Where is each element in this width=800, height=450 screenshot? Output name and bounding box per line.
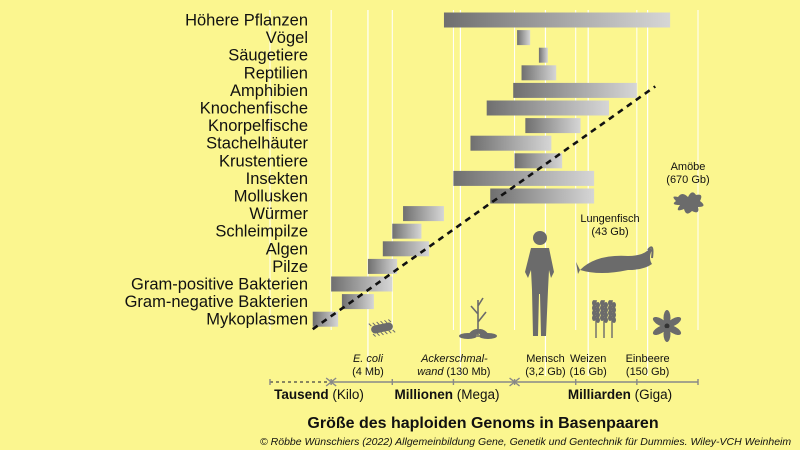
x-axis-title: Größe des haploiden Genoms in Basenpaare… (307, 415, 658, 432)
category-label: Säugetiere (228, 47, 308, 65)
range-bars (312, 12, 671, 327)
annotation-size: (130 Mb) (446, 366, 490, 378)
annotation-name: Lungenfisch (580, 213, 639, 225)
annotation-size: (150 Gb) (626, 366, 669, 378)
category-label: Amphibien (230, 82, 308, 100)
bacterium-icon (368, 319, 396, 337)
annotation-size: (16 Gb) (570, 366, 607, 378)
category-label: Pilze (272, 258, 308, 276)
category-label: Insekten (246, 170, 308, 188)
annotation-name: Amöbe (671, 161, 706, 173)
annotation-name: Weizen (570, 353, 606, 365)
bar-reptilien (521, 65, 557, 81)
category-label: Schleimpilze (215, 223, 308, 241)
scale-segment-millionen: Millionen (Mega) (394, 387, 499, 402)
axis-arrow (330, 377, 337, 387)
reference-annotations: E. coli(4 Mb) Ackerschmal-wand (130 Mb) Men… (352, 161, 710, 378)
bar-amphibien (513, 82, 637, 98)
bar-schleimpilze (392, 223, 422, 239)
category-label: Gram-negative Bakterien (125, 293, 308, 311)
credit-line: © Röbbe Wünschiers (2022) Allgemeinbildu… (260, 436, 791, 448)
bar-höhere-pflanzen (443, 12, 671, 28)
annotation-size: (3,2 Gb) (525, 366, 565, 378)
annotation-size: (43 Gb) (591, 226, 628, 238)
wheat-icon (592, 300, 616, 338)
scale-segment-milliarden: Milliarden (Giga) (568, 387, 672, 402)
axis-arrow (513, 377, 521, 387)
category-label: Vögel (266, 29, 308, 47)
category-label: Stachelhäuter (206, 135, 308, 153)
bar-gram-negative-bakterien (341, 294, 374, 310)
annotation-name: E. coli (353, 353, 384, 365)
human-icon (525, 231, 554, 336)
bar-säugetiere (538, 47, 548, 63)
annotation-size: (670 Gb) (666, 174, 709, 186)
bar-stachelhäuter (470, 135, 552, 151)
category-label: Reptilien (244, 64, 308, 82)
organism-icons (368, 192, 704, 342)
annotation-name-2: wand (417, 366, 444, 378)
trend-line-dashed (311, 85, 657, 331)
scale-axis: Tausend (Kilo) Millionen (Mega) Milliarden… (269, 377, 699, 402)
category-label: Knorpelfische (208, 117, 308, 135)
plant-icon (459, 297, 497, 339)
bar-insekten (453, 170, 595, 186)
category-label: Krustentiere (219, 152, 308, 170)
category-labels: Höhere PflanzenVögelSäugetiereReptilienA… (125, 12, 309, 329)
annotation-size: (4 Mb) (352, 366, 384, 378)
bar-knochenfische (486, 100, 609, 116)
category-label: Höhere Pflanzen (185, 12, 308, 30)
bar-pilze (367, 258, 398, 274)
category-label: Algen (266, 240, 308, 258)
bar-algen (382, 241, 430, 257)
category-label: Mollusken (234, 188, 308, 206)
annotation-name: Einbeere (626, 353, 670, 365)
bar-krustentiere (514, 153, 563, 169)
bar-vögel (517, 30, 531, 46)
annotation-name: Ackerschmal- (420, 353, 488, 365)
scale-segment-tausend: Tausend (Kilo) (274, 387, 364, 402)
trend-line (311, 85, 657, 331)
category-label: Mykoplasmen (206, 311, 308, 329)
bar-würmer (403, 206, 444, 222)
bar-knorpelfische (525, 118, 581, 134)
category-label: Knochenfische (200, 100, 308, 118)
category-label: Gram-positive Bakterien (131, 276, 308, 294)
lungfish-icon (576, 246, 654, 274)
annotation-name: Mensch (526, 353, 565, 365)
bar-gram-positive-bakterien (331, 276, 393, 292)
amoeba-icon (673, 192, 704, 214)
category-label: Würmer (249, 205, 308, 223)
bar-mollusken (490, 188, 595, 204)
flower-icon (652, 310, 682, 342)
